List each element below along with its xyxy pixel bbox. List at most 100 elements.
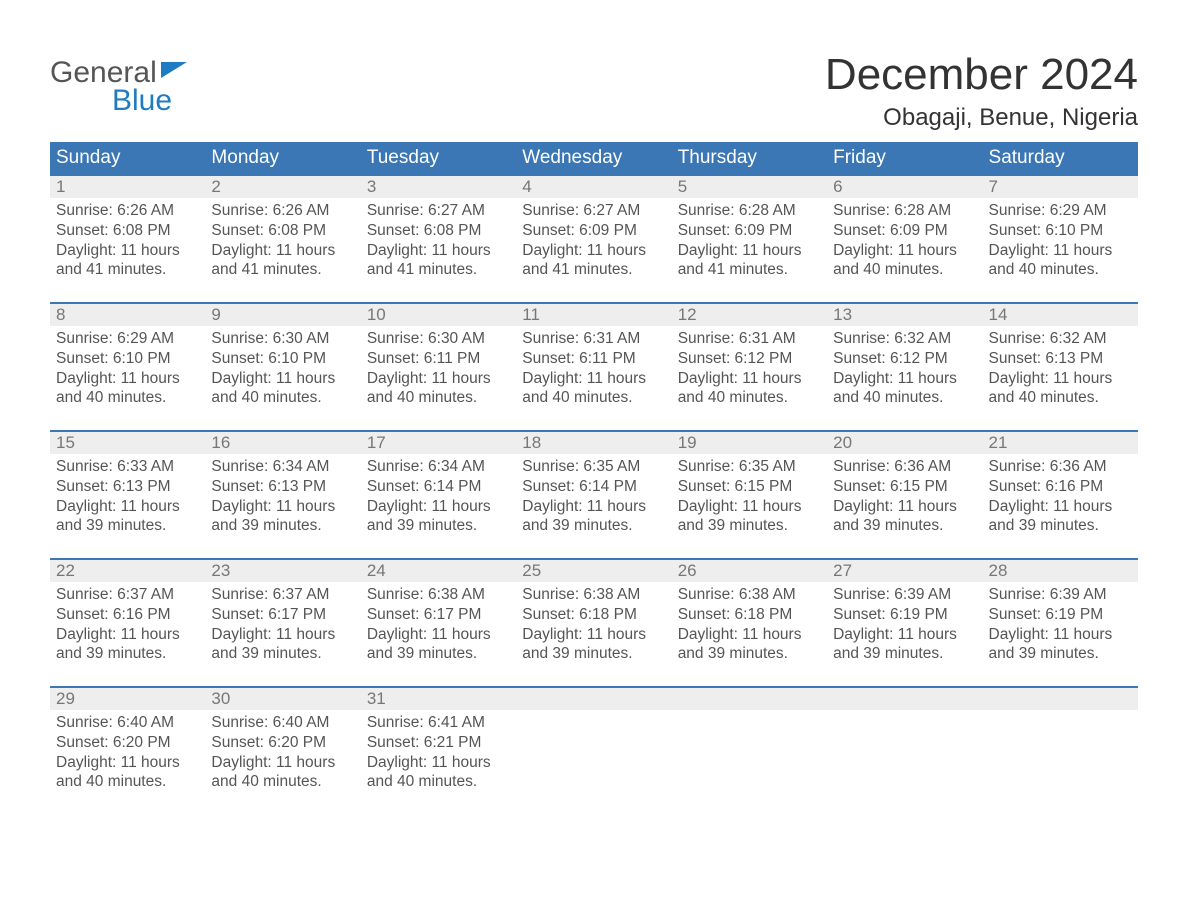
- daylight-line-1: Daylight: 11 hours: [833, 625, 976, 645]
- sunrise-line: Sunrise: 6:33 AM: [56, 457, 199, 477]
- day-details: Sunrise: 6:38 AMSunset: 6:17 PMDaylight:…: [361, 582, 516, 666]
- calendar-week-row: 1Sunrise: 6:26 AMSunset: 6:08 PMDaylight…: [50, 175, 1138, 303]
- daylight-line-2: and 41 minutes.: [367, 260, 510, 280]
- daylight-line-1: Daylight: 11 hours: [989, 369, 1132, 389]
- daylight-line-1: Daylight: 11 hours: [833, 241, 976, 261]
- sunrise-line: Sunrise: 6:41 AM: [367, 713, 510, 733]
- sunrise-line: Sunrise: 6:30 AM: [211, 329, 354, 349]
- calendar-day-cell: 27Sunrise: 6:39 AMSunset: 6:19 PMDayligh…: [827, 559, 982, 687]
- daylight-line-2: and 40 minutes.: [678, 388, 821, 408]
- daylight-line-2: and 39 minutes.: [989, 644, 1132, 664]
- sunset-line: Sunset: 6:17 PM: [367, 605, 510, 625]
- calendar-day-cell: 3Sunrise: 6:27 AMSunset: 6:08 PMDaylight…: [361, 175, 516, 303]
- sunrise-line: Sunrise: 6:40 AM: [211, 713, 354, 733]
- daylight-line-1: Daylight: 11 hours: [211, 241, 354, 261]
- day-number: 29: [50, 688, 205, 710]
- sunrise-line: Sunrise: 6:36 AM: [989, 457, 1132, 477]
- sunrise-line: Sunrise: 6:28 AM: [678, 201, 821, 221]
- day-number: 5: [672, 176, 827, 198]
- daylight-line-2: and 39 minutes.: [56, 516, 199, 536]
- sunset-line: Sunset: 6:14 PM: [367, 477, 510, 497]
- sunrise-line: Sunrise: 6:34 AM: [211, 457, 354, 477]
- sunset-line: Sunset: 6:20 PM: [211, 733, 354, 753]
- day-details: Sunrise: 6:35 AMSunset: 6:15 PMDaylight:…: [672, 454, 827, 538]
- daylight-line-1: Daylight: 11 hours: [678, 625, 821, 645]
- calendar-table: SundayMondayTuesdayWednesdayThursdayFrid…: [50, 142, 1138, 815]
- daylight-line-1: Daylight: 11 hours: [211, 753, 354, 773]
- calendar-day-cell: 24Sunrise: 6:38 AMSunset: 6:17 PMDayligh…: [361, 559, 516, 687]
- sunset-line: Sunset: 6:08 PM: [211, 221, 354, 241]
- daylight-line-1: Daylight: 11 hours: [522, 625, 665, 645]
- sunrise-line: Sunrise: 6:32 AM: [989, 329, 1132, 349]
- daylight-line-1: Daylight: 11 hours: [367, 753, 510, 773]
- daylight-line-2: and 39 minutes.: [522, 644, 665, 664]
- day-number: 6: [827, 176, 982, 198]
- calendar-day-cell: 18Sunrise: 6:35 AMSunset: 6:14 PMDayligh…: [516, 431, 671, 559]
- sunrise-line: Sunrise: 6:30 AM: [367, 329, 510, 349]
- daylight-line-2: and 39 minutes.: [833, 644, 976, 664]
- day-details: Sunrise: 6:36 AMSunset: 6:16 PMDaylight:…: [983, 454, 1138, 538]
- daylight-line-2: and 40 minutes.: [56, 388, 199, 408]
- daylight-line-2: and 39 minutes.: [678, 516, 821, 536]
- day-number: 26: [672, 560, 827, 582]
- day-number: 19: [672, 432, 827, 454]
- day-details: Sunrise: 6:37 AMSunset: 6:16 PMDaylight:…: [50, 582, 205, 666]
- sunset-line: Sunset: 6:21 PM: [367, 733, 510, 753]
- daylight-line-1: Daylight: 11 hours: [989, 497, 1132, 517]
- day-details: Sunrise: 6:26 AMSunset: 6:08 PMDaylight:…: [50, 198, 205, 282]
- daylight-line-2: and 41 minutes.: [522, 260, 665, 280]
- day-number: 12: [672, 304, 827, 326]
- day-details: Sunrise: 6:41 AMSunset: 6:21 PMDaylight:…: [361, 710, 516, 794]
- sunrise-line: Sunrise: 6:26 AM: [56, 201, 199, 221]
- location-subtitle: Obagaji, Benue, Nigeria: [825, 104, 1138, 132]
- sunrise-line: Sunrise: 6:37 AM: [56, 585, 199, 605]
- calendar-day-cell: 16Sunrise: 6:34 AMSunset: 6:13 PMDayligh…: [205, 431, 360, 559]
- sunset-line: Sunset: 6:19 PM: [989, 605, 1132, 625]
- sunrise-line: Sunrise: 6:39 AM: [989, 585, 1132, 605]
- logo-word-blue: Blue: [112, 84, 191, 118]
- sunrise-line: Sunrise: 6:38 AM: [367, 585, 510, 605]
- daylight-line-2: and 39 minutes.: [367, 644, 510, 664]
- sunrise-line: Sunrise: 6:37 AM: [211, 585, 354, 605]
- calendar-day-cell: 23Sunrise: 6:37 AMSunset: 6:17 PMDayligh…: [205, 559, 360, 687]
- sunset-line: Sunset: 6:12 PM: [833, 349, 976, 369]
- day-details: Sunrise: 6:34 AMSunset: 6:13 PMDaylight:…: [205, 454, 360, 538]
- daylight-line-1: Daylight: 11 hours: [678, 497, 821, 517]
- empty-day-bar: [827, 688, 982, 710]
- calendar-day-cell: 28Sunrise: 6:39 AMSunset: 6:19 PMDayligh…: [983, 559, 1138, 687]
- daylight-line-1: Daylight: 11 hours: [56, 497, 199, 517]
- daylight-line-2: and 40 minutes.: [211, 772, 354, 792]
- sunrise-line: Sunrise: 6:40 AM: [56, 713, 199, 733]
- sunset-line: Sunset: 6:11 PM: [522, 349, 665, 369]
- sunset-line: Sunset: 6:08 PM: [56, 221, 199, 241]
- daylight-line-2: and 41 minutes.: [678, 260, 821, 280]
- daylight-line-2: and 39 minutes.: [522, 516, 665, 536]
- day-details: Sunrise: 6:31 AMSunset: 6:11 PMDaylight:…: [516, 326, 671, 410]
- day-number: 27: [827, 560, 982, 582]
- day-details: Sunrise: 6:40 AMSunset: 6:20 PMDaylight:…: [205, 710, 360, 794]
- calendar-day-cell: 31Sunrise: 6:41 AMSunset: 6:21 PMDayligh…: [361, 687, 516, 815]
- calendar-thead: SundayMondayTuesdayWednesdayThursdayFrid…: [50, 142, 1138, 175]
- daylight-line-2: and 40 minutes.: [56, 772, 199, 792]
- daylight-line-2: and 40 minutes.: [522, 388, 665, 408]
- daylight-line-2: and 39 minutes.: [211, 644, 354, 664]
- sunrise-line: Sunrise: 6:34 AM: [367, 457, 510, 477]
- day-number: 20: [827, 432, 982, 454]
- day-header: Sunday: [50, 142, 205, 175]
- calendar-week-row: 8Sunrise: 6:29 AMSunset: 6:10 PMDaylight…: [50, 303, 1138, 431]
- sunrise-line: Sunrise: 6:31 AM: [522, 329, 665, 349]
- calendar-day-cell: 1Sunrise: 6:26 AMSunset: 6:08 PMDaylight…: [50, 175, 205, 303]
- sunset-line: Sunset: 6:16 PM: [989, 477, 1132, 497]
- calendar-week-row: 22Sunrise: 6:37 AMSunset: 6:16 PMDayligh…: [50, 559, 1138, 687]
- day-details: Sunrise: 6:34 AMSunset: 6:14 PMDaylight:…: [361, 454, 516, 538]
- daylight-line-1: Daylight: 11 hours: [56, 625, 199, 645]
- page-root: General Blue December 2024 Obagaji, Benu…: [0, 0, 1188, 845]
- day-header: Wednesday: [516, 142, 671, 175]
- daylight-line-1: Daylight: 11 hours: [56, 369, 199, 389]
- calendar-day-cell: 8Sunrise: 6:29 AMSunset: 6:10 PMDaylight…: [50, 303, 205, 431]
- day-details: Sunrise: 6:32 AMSunset: 6:13 PMDaylight:…: [983, 326, 1138, 410]
- day-details: Sunrise: 6:33 AMSunset: 6:13 PMDaylight:…: [50, 454, 205, 538]
- day-details: Sunrise: 6:38 AMSunset: 6:18 PMDaylight:…: [516, 582, 671, 666]
- day-details: Sunrise: 6:30 AMSunset: 6:11 PMDaylight:…: [361, 326, 516, 410]
- calendar-day-cell: 13Sunrise: 6:32 AMSunset: 6:12 PMDayligh…: [827, 303, 982, 431]
